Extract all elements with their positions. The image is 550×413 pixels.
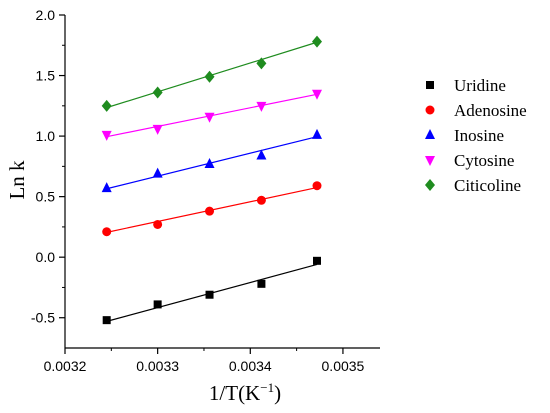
y-tick-label: 0.5: [36, 189, 56, 205]
data-point-cytosine: [312, 89, 322, 100]
data-point-uridine: [153, 300, 162, 309]
y-tick-label: 0.0: [36, 249, 56, 265]
y-tick-label: -0.5: [31, 310, 55, 326]
legend-label-cytosine: Cytosine: [454, 151, 514, 170]
legend-marker-inosine: [425, 129, 435, 139]
legend: Uridine Adenosine Inosine Cytosine Citicolin…: [425, 76, 527, 195]
data-point-inosine: [256, 149, 267, 160]
data-point-cytosine: [152, 124, 163, 135]
data-point-inosine: [312, 128, 322, 139]
data-point-citicoline: [204, 70, 215, 83]
data-points: [101, 35, 322, 325]
legend-label-inosine: Inosine: [454, 126, 504, 145]
data-point-uridine: [102, 316, 111, 325]
legend-marker-adenosine: [425, 105, 435, 115]
data-point-cytosine: [256, 101, 267, 112]
data-point-uridine: [205, 290, 214, 299]
x-tick-label: 0.0032: [44, 358, 87, 374]
data-point-citicoline: [101, 99, 112, 112]
data-point-inosine: [204, 157, 215, 168]
legend-marker-citicoline: [425, 179, 435, 191]
x-tick-label: 0.0034: [229, 358, 272, 374]
data-point-citicoline: [312, 35, 322, 48]
data-point-citicoline: [256, 57, 267, 70]
data-point-inosine: [101, 182, 112, 193]
data-point-uridine: [257, 279, 266, 288]
y-tick-label: 2.0: [36, 7, 56, 23]
data-point-cytosine: [204, 112, 215, 123]
data-point-adenosine: [312, 181, 322, 191]
data-point-citicoline: [152, 86, 163, 99]
x-axis-label-sup: −1: [260, 380, 274, 395]
y-tick-label: 1.0: [36, 128, 56, 144]
x-axis-label-close: ): [274, 381, 281, 405]
axes: -0.5 0.0 0.5 1.0 1.5 2.0 0.0032 0.0033 0.0034 0.0…: [31, 7, 380, 374]
x-axis-label-main: 1/T(K: [209, 381, 260, 405]
data-point-adenosine: [205, 206, 215, 216]
legend-marker-cytosine: [425, 156, 435, 166]
x-tick-label: 0.0035: [322, 358, 365, 374]
legend-label-adenosine: Adenosine: [454, 101, 527, 120]
data-point-adenosine: [102, 227, 112, 237]
y-tick-label: 1.5: [36, 68, 56, 84]
data-point-adenosine: [256, 195, 266, 205]
legend-label-uridine: Uridine: [454, 76, 506, 95]
legend-label-citicoline: Citicoline: [454, 176, 521, 195]
data-point-adenosine: [153, 219, 163, 229]
data-point-inosine: [152, 167, 163, 178]
data-point-cytosine: [101, 130, 112, 141]
fit-lines: [106, 41, 318, 322]
data-point-uridine: [313, 256, 321, 265]
y-axis-label: Ln k: [5, 160, 29, 200]
x-tick-label: 0.0033: [136, 358, 179, 374]
legend-marker-uridine: [426, 81, 434, 89]
x-axis-label: 1/T(K−1): [209, 380, 281, 405]
